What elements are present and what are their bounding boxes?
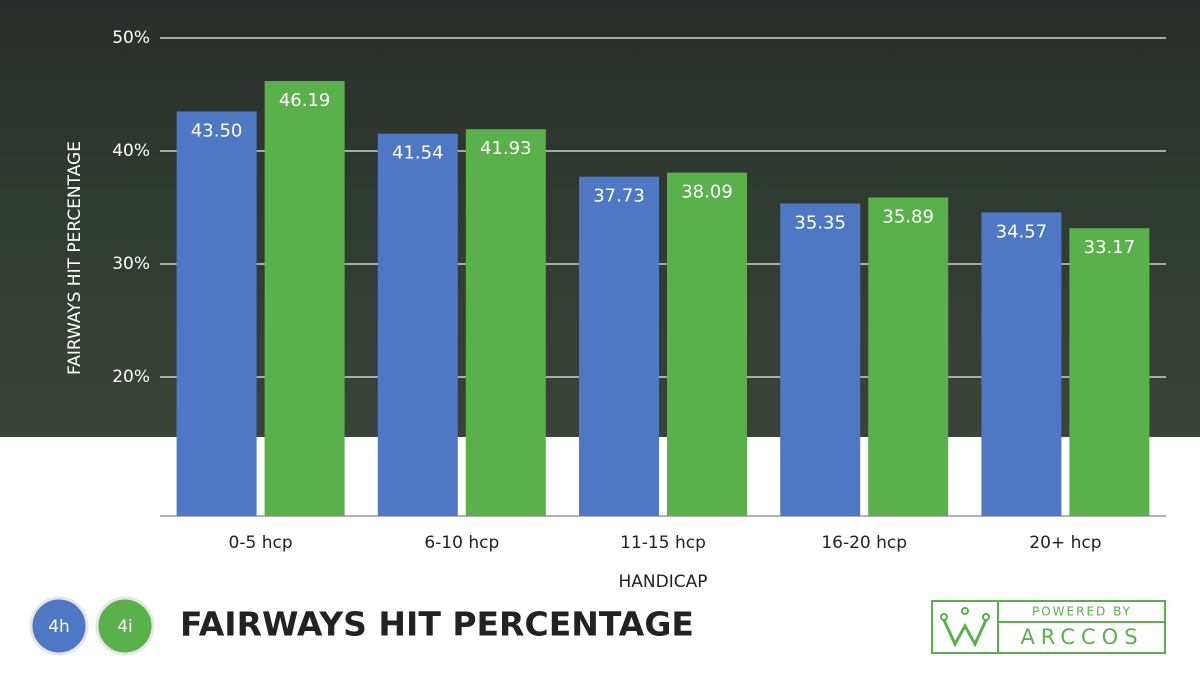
value-label: 37.73 [593, 186, 645, 207]
bar [981, 212, 1062, 516]
bar [377, 133, 458, 516]
y-tick-label: 40% [112, 141, 150, 161]
bar [780, 203, 861, 516]
value-label: 46.19 [279, 90, 331, 111]
logo-dot [940, 613, 948, 621]
x-tick-label: 11-15 hcp [620, 533, 706, 553]
bar [579, 176, 659, 516]
value-label: 41.54 [392, 143, 444, 164]
logo: POWERED BY ARCCOS [931, 600, 1166, 654]
logo-dot [982, 613, 990, 621]
legend-label: 4i [117, 617, 133, 637]
y-axis-label: FAIRWAYS HIT PERCENTAGE [65, 141, 85, 375]
x-tick-label: 0-5 hcp [229, 533, 293, 553]
legend-swatch [29, 596, 89, 656]
value-label: 33.17 [1084, 237, 1136, 258]
bar [176, 111, 257, 516]
y-tick-label: 20% [112, 367, 150, 387]
y-tick-label: 50% [112, 28, 150, 48]
x-tick-label: 20+ hcp [1029, 533, 1101, 553]
value-label: 38.09 [681, 182, 733, 203]
x-axis-label: HANDICAP [619, 572, 708, 592]
logo-tagline: POWERED BY [1032, 605, 1132, 619]
logo-dot [961, 607, 969, 615]
bar [264, 81, 345, 517]
x-tick-label: 16-20 hcp [821, 533, 907, 553]
value-label: 34.57 [996, 221, 1048, 242]
x-tick-label: 6-10 hcp [424, 533, 499, 553]
y-tick-label: 30% [112, 254, 150, 274]
logo-crown [942, 619, 988, 648]
bar [868, 197, 949, 516]
chart-title: FAIRWAYS HIT PERCENTAGE [180, 605, 694, 644]
legend-swatch [95, 596, 155, 656]
value-label: 43.50 [191, 120, 243, 141]
logo-frame [931, 600, 1166, 654]
bar [667, 172, 747, 516]
value-label: 35.35 [794, 213, 846, 234]
bar [465, 129, 546, 516]
value-label: 41.93 [480, 138, 532, 159]
bar [1069, 228, 1150, 516]
logo-brand: ARCCOS [1020, 625, 1143, 649]
legend-label: 4h [48, 617, 70, 637]
value-label: 35.89 [882, 206, 934, 227]
